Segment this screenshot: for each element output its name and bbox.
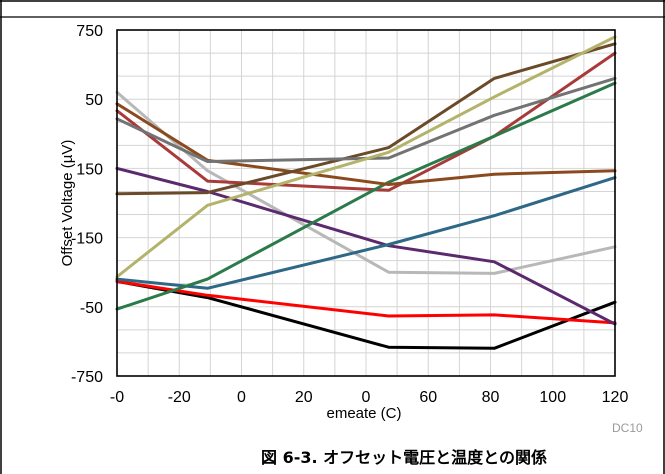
- series-line-7: [115, 81, 617, 311]
- x-tick-label: 20: [295, 389, 313, 406]
- series-line-9: [115, 42, 617, 196]
- series-line-6: [115, 51, 617, 192]
- y-axis-title: Offset Voltage (µV): [59, 140, 76, 267]
- x-tick-label: -20: [168, 389, 191, 406]
- y-tick-label: 750: [76, 23, 103, 40]
- y-tick-label: -150: [71, 231, 103, 248]
- series-line-11: [115, 35, 617, 279]
- y-tick-label: -750: [71, 369, 103, 386]
- x-tick-label: 0: [362, 389, 371, 406]
- watermark-label: DC10: [612, 421, 643, 435]
- series-line-10: [115, 76, 617, 163]
- series-line-3: [115, 90, 617, 275]
- series-line-5: [115, 176, 617, 290]
- series-lines: [115, 35, 617, 350]
- x-axis-title: emeate (C): [326, 405, 401, 422]
- y-tick-label: 50: [85, 92, 103, 109]
- x-tick-label: 60: [419, 389, 437, 406]
- x-tick-label: 100: [539, 389, 566, 406]
- grid-lines: [117, 30, 615, 376]
- series-line-8: [115, 102, 617, 186]
- y-tick-label: -50: [80, 300, 103, 317]
- x-tick-label: 120: [602, 389, 629, 406]
- x-tick-label: 80: [482, 389, 500, 406]
- x-tick-labels: -0 -20 0 20 0 60 80 100 120: [110, 389, 629, 406]
- plot-area-border: [116, 29, 616, 377]
- x-tick-label: 0: [237, 389, 246, 406]
- figure-caption: 図 6-3. オフセット電圧と温度との関係: [261, 448, 547, 467]
- x-tick-label: -0: [110, 389, 124, 406]
- y-tick-label: 150: [76, 161, 103, 178]
- y-tick-labels: 750 50 150 -150 -50 -750: [71, 23, 103, 386]
- series-line-1: [115, 279, 617, 350]
